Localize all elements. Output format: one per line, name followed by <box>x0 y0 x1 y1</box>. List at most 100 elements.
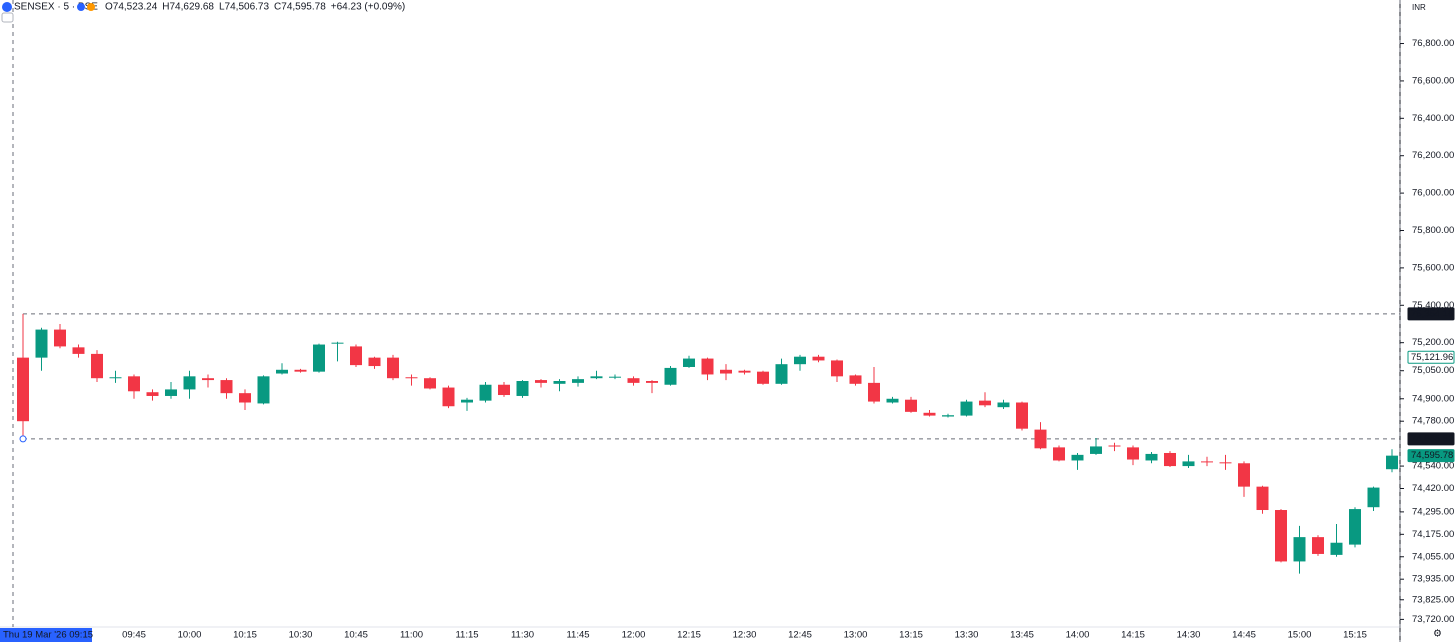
settings-icon[interactable]: ⚙ <box>1433 629 1442 640</box>
candle-body <box>479 384 492 401</box>
candle-body <box>757 371 769 384</box>
level-box <box>1407 350 1455 364</box>
x-tick-label: 13:30 <box>955 630 979 641</box>
candle-body <box>331 342 344 344</box>
y-tick-label: 75,200.00 <box>1412 337 1454 348</box>
low-marker <box>19 435 27 443</box>
candle-body <box>54 329 66 347</box>
y-tick-label: 74,175.00 <box>1412 529 1454 540</box>
x-tick-label: 12:45 <box>788 630 812 641</box>
candle-body <box>1164 452 1176 467</box>
candle-body <box>720 369 732 374</box>
candle-body <box>738 370 751 373</box>
candle-body <box>535 380 547 383</box>
candle-body <box>664 367 677 385</box>
candle-body <box>183 376 196 390</box>
candle-body <box>905 399 917 412</box>
candle-body <box>1016 402 1028 429</box>
candle-body <box>1293 537 1306 562</box>
x-tick-label: 11:00 <box>400 630 423 641</box>
y-tick-label: 74,055.00 <box>1412 551 1454 562</box>
candle-body <box>91 353 103 379</box>
y-tick-label: 75,050.00 <box>1412 365 1454 376</box>
candle-body <box>313 344 325 372</box>
legend-value: L74,506.73 <box>219 2 269 13</box>
legend-value: C74,595.78 <box>274 2 326 13</box>
currency[interactable]: INR <box>1412 3 1426 12</box>
candle-body <box>1312 537 1324 554</box>
x-tick-label: 11:15 <box>455 630 478 641</box>
candle-body <box>35 329 48 358</box>
x-tick-label: 10:00 <box>178 630 202 641</box>
candle-body <box>923 412 936 416</box>
symbol[interactable]: SENSEX · 5 · BSE <box>14 2 98 13</box>
candle-body <box>1127 447 1139 460</box>
x-tick-label: 10:15 <box>233 630 257 641</box>
candle-body <box>886 398 899 403</box>
candle-body <box>1108 445 1121 447</box>
candle-body <box>498 384 510 396</box>
candle-body <box>609 376 621 378</box>
x-tick-label: 14:45 <box>1232 630 1256 641</box>
y-tick-label: 75,600.00 <box>1412 262 1454 273</box>
x-tick-label: 12:30 <box>733 630 757 641</box>
candle-body <box>553 381 566 384</box>
candle-body <box>257 376 270 404</box>
candle-body <box>849 375 862 384</box>
candle-body <box>165 389 177 396</box>
y-tick-label: 76,200.00 <box>1412 150 1454 161</box>
symbol-icon[interactable] <box>2 2 12 12</box>
level-label: 75,354.18 <box>1411 308 1453 319</box>
y-tick-label: 73,935.00 <box>1412 574 1454 585</box>
candle-body <box>868 382 880 402</box>
level-label: 74,595.78 <box>1411 450 1453 461</box>
candle-body <box>627 378 640 383</box>
legend-value: +64.23 (+0.09%) <box>331 2 406 13</box>
candle-body <box>1349 509 1361 545</box>
candle-body <box>461 399 473 403</box>
candle-body <box>220 380 233 394</box>
candle-body <box>775 364 788 384</box>
x-tick-label: 14:00 <box>1066 630 1090 641</box>
candle-body <box>350 346 362 366</box>
candle-body <box>1330 542 1343 555</box>
y-tick-label: 76,000.00 <box>1412 188 1454 199</box>
x-tick-label: 10:30 <box>289 630 313 641</box>
candle-body <box>146 392 159 396</box>
y-tick-label: 75,800.00 <box>1412 225 1454 236</box>
candle-body <box>1090 446 1102 454</box>
candle-body <box>979 400 991 406</box>
candle-body <box>387 357 399 379</box>
x-tick-label: 12:00 <box>622 630 646 641</box>
candle-body <box>72 347 85 354</box>
candle-body <box>701 358 714 375</box>
status-icon <box>77 3 85 11</box>
candle-body <box>646 381 658 383</box>
x-tick-label: 11:30 <box>511 630 534 641</box>
crosshair-time-label: Thu 19 Mar '26 09:15 <box>3 630 93 641</box>
x-tick-label: 10:45 <box>344 630 368 641</box>
candle-body <box>1071 454 1084 461</box>
candle-body <box>812 356 825 361</box>
candle-body <box>942 415 954 417</box>
candle-body <box>294 369 307 372</box>
x-tick-label: 15:00 <box>1288 630 1312 641</box>
legend-value: O74,523.24 <box>105 2 158 13</box>
y-tick-label: 76,400.00 <box>1412 113 1454 124</box>
x-tick-label: 13:00 <box>844 630 868 641</box>
candle-body <box>831 360 843 377</box>
candle-body <box>424 378 436 389</box>
level-box <box>1407 432 1455 446</box>
x-tick-label: 11:45 <box>566 630 589 641</box>
candle-body <box>1053 447 1065 461</box>
candle-body <box>1201 461 1213 463</box>
candle-body <box>1182 461 1195 467</box>
level-label: 75,121.96 <box>1411 352 1453 363</box>
candle-body <box>960 401 973 416</box>
collapse-button[interactable] <box>1 12 14 23</box>
x-tick-label: 13:15 <box>899 630 923 641</box>
status-icon <box>87 3 95 11</box>
candle-body <box>276 369 288 374</box>
level-label: 74,685.52 <box>1411 433 1453 444</box>
